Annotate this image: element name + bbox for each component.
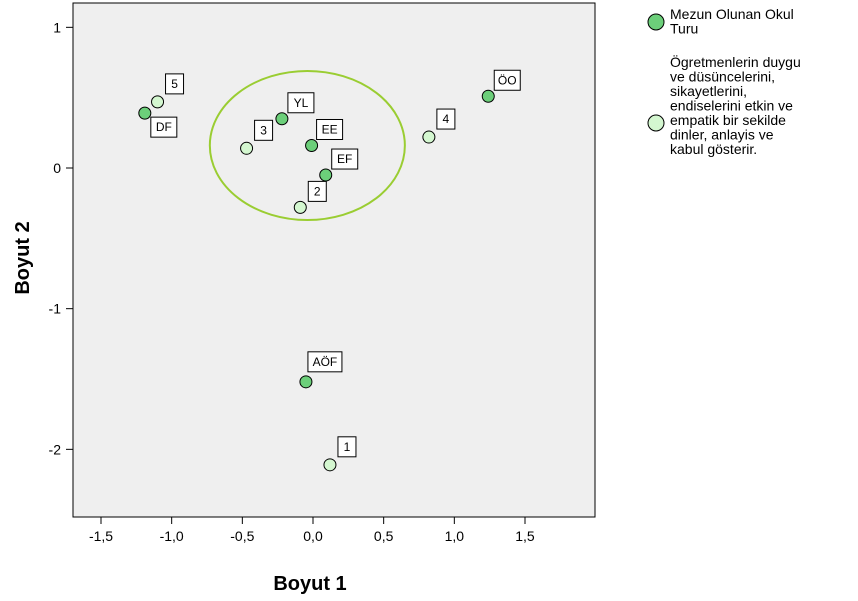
point-label-box	[287, 92, 315, 114]
point-label: AÖF	[313, 355, 338, 369]
data-point-1	[323, 458, 337, 472]
point-label: EE	[322, 122, 338, 136]
point-label-box	[316, 118, 344, 140]
x-tick-label: -1,0	[160, 528, 184, 544]
point-label: 1	[344, 440, 351, 454]
x-tick-label: 1,0	[445, 528, 465, 544]
x-tick-label: -0,5	[230, 528, 254, 544]
data-point-DF	[138, 106, 152, 120]
data-point-YL	[275, 112, 289, 126]
legend-marker	[647, 13, 665, 31]
axes: -1,5 -1,0 -0,5 0,0 0,5 1,0 1,5 1 0 -1 -2	[49, 19, 535, 544]
data-point-AÖF	[299, 375, 313, 389]
legend-marker	[647, 114, 665, 132]
data-point-EF	[319, 168, 333, 182]
point-label-box	[307, 351, 343, 373]
point-label-box	[331, 148, 359, 170]
point-label: 2	[314, 184, 321, 198]
annotation-layer	[208, 69, 406, 222]
legend-label: Turu	[670, 21, 698, 37]
y-tick-label: -1	[49, 301, 62, 317]
y-tick-label: -2	[49, 441, 62, 457]
point-label: 5	[171, 77, 178, 91]
data-point-5	[151, 95, 165, 109]
y-tick-label: 0	[53, 160, 61, 176]
y-axis-title: Boyut 2	[12, 221, 34, 294]
point-label-box	[165, 73, 185, 95]
data-point-4	[422, 130, 436, 144]
data-point-ÖO	[481, 89, 495, 103]
point-labels: ÖO YL EE EF DF AÖF 5 3 4 2 1	[150, 69, 521, 458]
point-label-box	[150, 116, 178, 138]
legend-label: Mezun Olunan Okul	[670, 6, 794, 22]
point-label-box	[337, 436, 357, 458]
x-tick-label: 0,5	[374, 528, 394, 544]
y-tick-label: 1	[53, 19, 61, 35]
legend-label: Ögretmenlerin duygu	[670, 53, 801, 70]
data-point-EE	[305, 138, 319, 152]
highlight-circle	[208, 69, 406, 222]
point-label: EF	[337, 152, 352, 166]
point-label: 3	[260, 123, 267, 137]
legend-label: dinler, anlayis ve	[670, 127, 774, 143]
point-label-box	[493, 69, 521, 91]
data-points	[138, 89, 495, 472]
legend-label: empatik bir sekilde	[670, 112, 786, 128]
point-label-box	[254, 119, 274, 141]
x-axis-title: Boyut 1	[273, 573, 346, 595]
x-tick-label: -1,5	[89, 528, 113, 544]
x-tick-label: 0,0	[303, 528, 323, 544]
x-tick-label: 1,5	[515, 528, 535, 544]
legend-label: ve düsüncelerini,	[670, 69, 775, 85]
point-label: 4	[443, 112, 450, 126]
legend-label: sikayetlerini,	[670, 83, 747, 99]
point-label: YL	[294, 96, 309, 110]
data-point-3	[240, 141, 254, 155]
data-point-2	[293, 200, 307, 214]
point-label-box	[307, 180, 327, 202]
point-label-box	[436, 108, 456, 130]
point-label: ÖO	[498, 73, 517, 87]
legend-label: kabul gösterir.	[670, 141, 757, 157]
legend-label: endiselerini etkin ve	[670, 98, 793, 114]
point-label: DF	[156, 120, 172, 134]
